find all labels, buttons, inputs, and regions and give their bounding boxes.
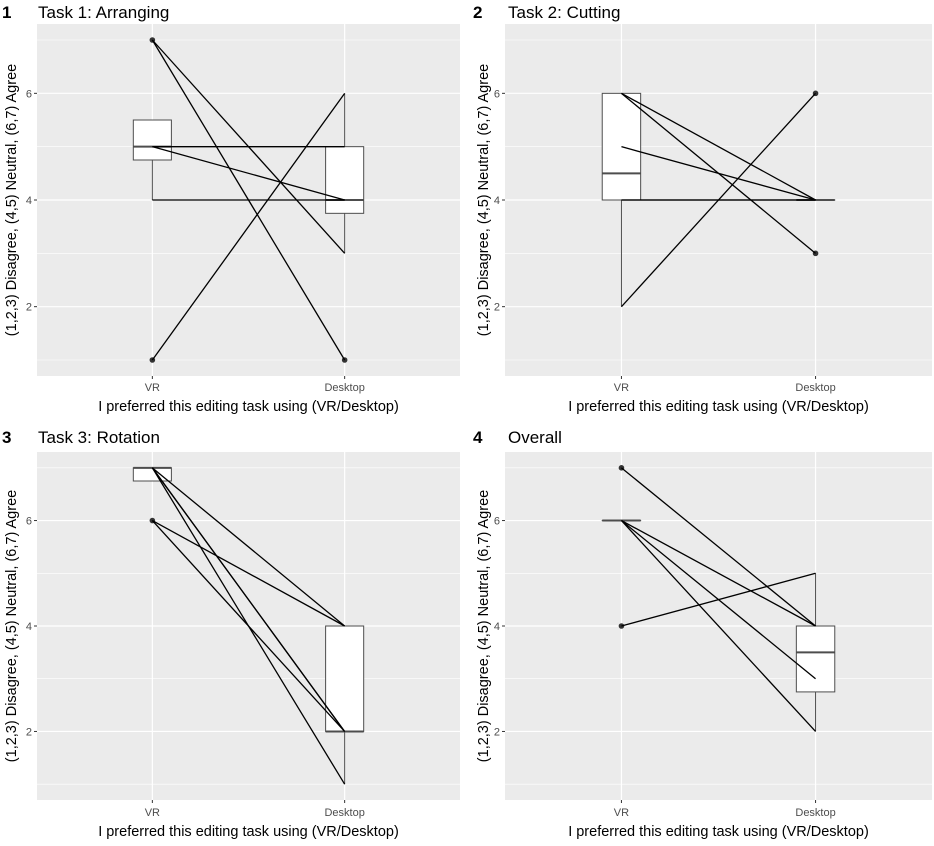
- y-tick-label: 4: [494, 621, 500, 633]
- panel-number: 4: [473, 428, 483, 447]
- y-tick-label: 6: [494, 88, 500, 100]
- y-tick-label: 6: [26, 516, 32, 528]
- y-tick-label: 2: [26, 726, 32, 738]
- x-tick-label: VR: [145, 382, 160, 394]
- y-tick-label: 4: [26, 621, 32, 633]
- box-iqr: [133, 120, 171, 160]
- panel-2: 2 4 6 VR Desktop I preferred this editing tas…: [473, 3, 932, 415]
- x-tick-label: VR: [614, 807, 629, 819]
- panel-title: Task 2: Cutting: [508, 3, 620, 22]
- panel-3: 2 4 6 VR Desktop I preferred this editing tas…: [2, 428, 460, 840]
- x-tick-label: Desktop: [324, 807, 364, 819]
- y-axis-title: (1,2,3) Disagree, (4,5) Neutral, (6,7) A…: [476, 490, 492, 762]
- panel-title: Task 3: Rotation: [38, 428, 160, 447]
- x-axis-title: I preferred this editing task using (VR/…: [98, 824, 399, 840]
- y-tick-label: 2: [494, 726, 500, 738]
- y-tick-label: 4: [494, 195, 500, 207]
- panel-4: 2 4 6 VR Desktop I preferred this editing tas…: [473, 428, 932, 840]
- box-iqr: [326, 626, 364, 731]
- x-axis-title: I preferred this editing task using (VR/…: [568, 824, 869, 840]
- x-tick-label: Desktop: [795, 807, 835, 819]
- panel-number: 3: [2, 428, 11, 447]
- panel-number: 1: [2, 3, 11, 22]
- y-tick-label: 4: [26, 195, 32, 207]
- panel-number: 2: [473, 3, 482, 22]
- panel-1: 2 4 6 VR Desktop I preferred this editing tas…: [2, 3, 460, 415]
- box-iqr: [796, 626, 834, 692]
- x-tick-label: Desktop: [324, 382, 364, 394]
- y-tick-label: 6: [26, 88, 32, 100]
- x-tick-label: Desktop: [795, 382, 835, 394]
- y-tick-label: 2: [26, 302, 32, 314]
- x-tick-label: VR: [614, 382, 629, 394]
- x-axis-title: I preferred this editing task using (VR/…: [98, 399, 399, 415]
- y-axis-title: (1,2,3) Disagree, (4,5) Neutral, (6,7) A…: [4, 64, 20, 336]
- panel-title: Task 1: Arranging: [38, 3, 169, 22]
- x-axis-title: I preferred this editing task using (VR/…: [568, 399, 869, 415]
- box-iqr: [326, 147, 364, 214]
- panel-title: Overall: [508, 428, 562, 447]
- y-axis-title: (1,2,3) Disagree, (4,5) Neutral, (6,7) A…: [476, 64, 492, 336]
- x-tick-label: VR: [145, 807, 160, 819]
- y-axis-title: (1,2,3) Disagree, (4,5) Neutral, (6,7) A…: [4, 490, 20, 762]
- y-tick-label: 6: [494, 516, 500, 528]
- y-tick-label: 2: [494, 302, 500, 314]
